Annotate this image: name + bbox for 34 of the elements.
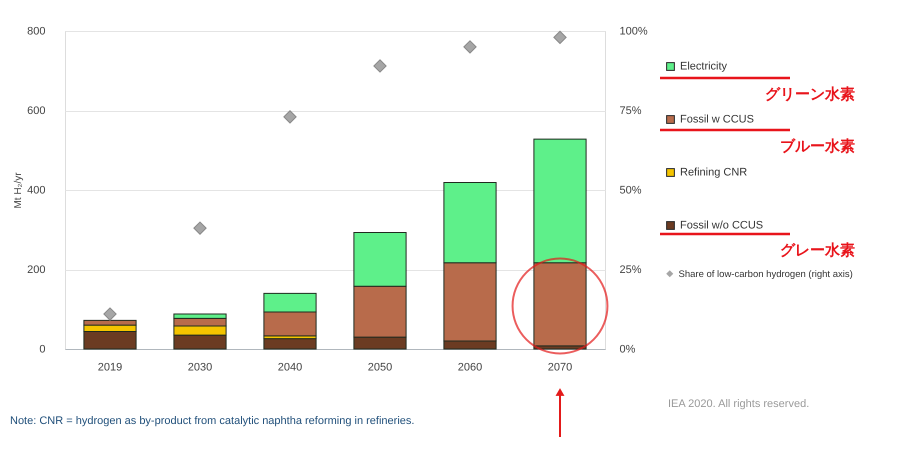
point [103,307,117,321]
legend-label: Fossil w/o CCUS [680,220,764,232]
x-tick-label: 2050 [368,362,392,374]
legend-label: Refining CNR [680,166,748,178]
text: グレー水素 [780,242,855,259]
y2-tick-label: 50% [620,184,642,196]
point [283,110,297,124]
y2-tick-label: 25% [620,264,642,276]
point [553,30,567,44]
y-tick-label: 200 [27,264,46,276]
y-tick-label: 0 [39,344,46,356]
y2-tick-label: 0% [620,344,636,356]
y2-tick-label: 100% [620,26,648,38]
x-tick-label: 2019 [98,362,122,374]
bar [263,338,317,350]
x-tick-label: 2040 [278,362,302,374]
y2-tick-label: 75% [620,105,642,117]
x-tick-label: 2070 [548,362,572,374]
y-tick-label: 800 [27,26,46,38]
legend-label: Share of low-carbon hydrogen (right axis) [678,268,853,280]
y-axis-title: Mt H₂/yr [13,172,24,209]
x-tick-label: 2060 [458,362,482,374]
text: ブルー水素 [780,138,855,155]
legend-label: Electricity [680,60,728,72]
point [463,40,477,54]
point [193,222,207,235]
x-tick-label: 2030 [188,362,212,374]
y-tick-label: 400 [27,184,46,196]
text: グリーン水素 [765,86,855,103]
text: Note: CNR = hydrogen as by-product from catalytic naphtha reforming in refineries. [10,415,414,427]
y-tick-label: 600 [27,105,46,117]
legend-label: Fossil w CCUS [680,114,754,126]
text: IEA 2020. All rights reserved. [668,398,810,410]
point [373,59,387,73]
